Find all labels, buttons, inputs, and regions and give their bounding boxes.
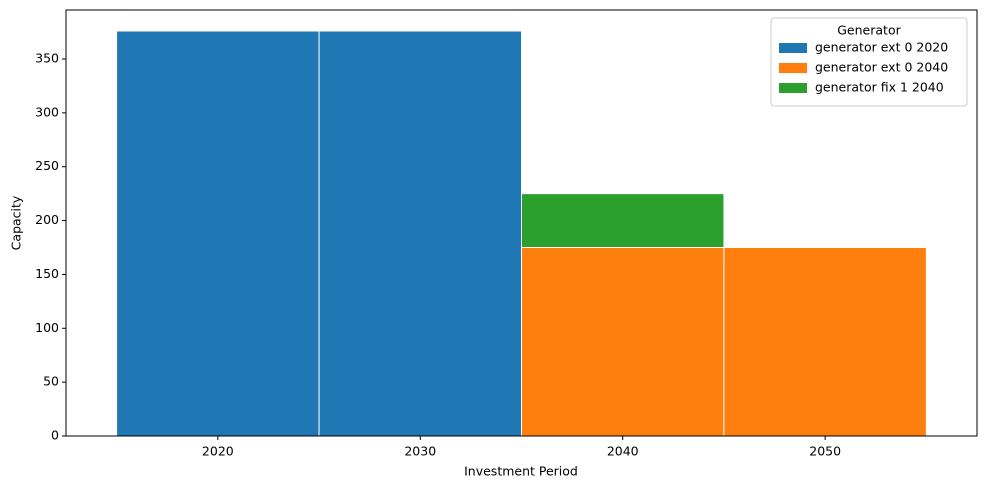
y-tick-label: 100 (35, 320, 59, 335)
y-tick-label: 300 (35, 104, 59, 119)
x-axis-label: Investment Period (464, 464, 578, 479)
bar (318, 30, 522, 437)
y-tick-label: 0 (51, 428, 59, 443)
legend-swatch (779, 63, 807, 73)
legend-box (770, 17, 968, 107)
bar (521, 247, 725, 437)
legend-label: generator fix 1 2040 (815, 80, 944, 95)
y-tick-label: 200 (35, 212, 59, 227)
bar (521, 193, 725, 249)
legend-label: generator ext 0 2020 (815, 40, 948, 55)
y-tick-label: 350 (35, 51, 59, 66)
x-tick-label: 2050 (809, 444, 841, 459)
x-tick-label: 2040 (607, 444, 639, 459)
legend-swatch (779, 43, 807, 53)
bar (723, 247, 927, 437)
x-tick-label: 2020 (202, 444, 234, 459)
legend-label: generator ext 0 2040 (815, 60, 948, 75)
y-tick-label: 150 (35, 266, 59, 281)
x-tick-label: 2030 (404, 444, 436, 459)
legend-swatch (779, 83, 807, 93)
y-axis-label: Capacity (9, 195, 24, 250)
legend-title: Generator (837, 23, 901, 38)
y-tick-label: 250 (35, 158, 59, 173)
bar (116, 30, 320, 437)
y-tick-label: 50 (43, 374, 59, 389)
plot-frame (65, 9, 978, 437)
